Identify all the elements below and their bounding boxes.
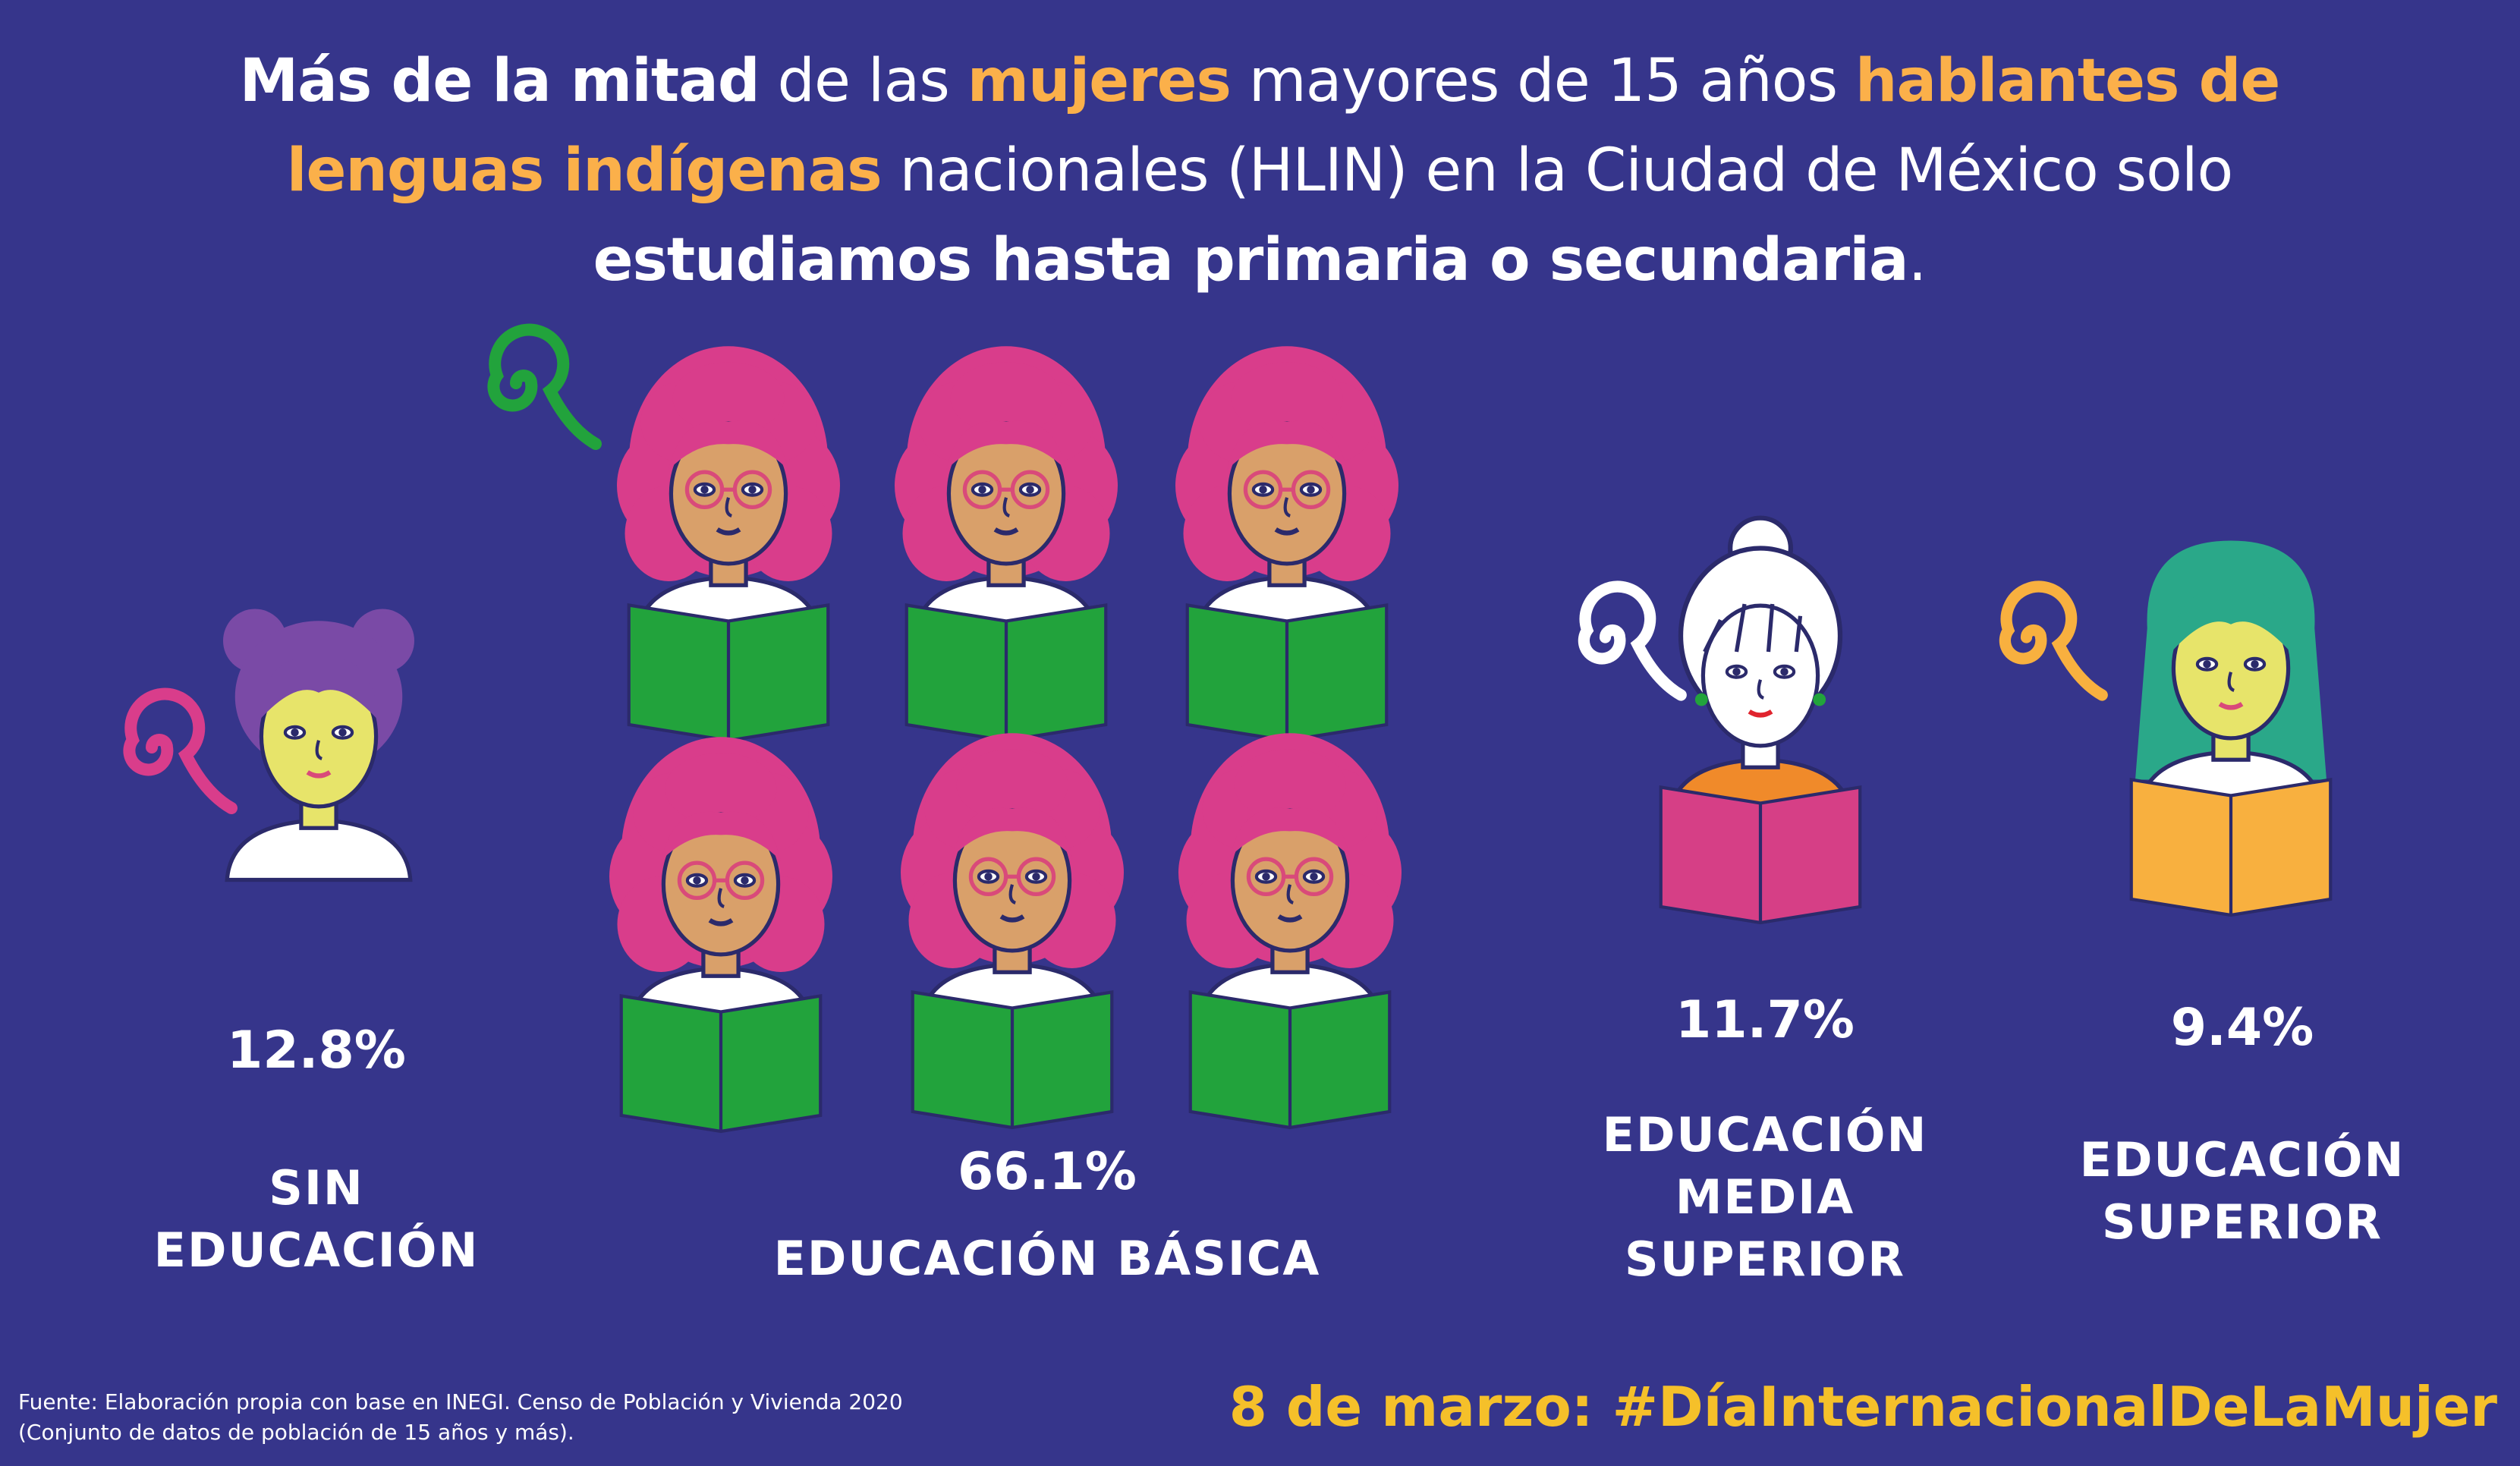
category-label-line: EDUCACIÓN xyxy=(2079,1132,2405,1188)
source-line: Fuente: Elaboración propia con base en I… xyxy=(18,1389,903,1414)
category-label-line: MEDIA xyxy=(1675,1169,1855,1225)
category-label-line: SUPERIOR xyxy=(2101,1194,2383,1250)
woman-icon xyxy=(1659,515,1862,925)
source-note: Fuente: Elaboración propia con base en I… xyxy=(18,1387,903,1448)
category-label-line: EDUCACIÓN BÁSICA xyxy=(773,1231,1321,1286)
title-highlight-2: mujeres xyxy=(967,47,1232,115)
category-label-line: EDUCACIÓN xyxy=(153,1222,480,1278)
title-text-2: mayores de 15 años xyxy=(1230,47,1855,115)
hashtag: 8 de marzo: #DíaInternacionalDeLaMujer xyxy=(1229,1375,2497,1439)
category-label-media-superior: EDUCACIÓN MEDIA SUPERIOR xyxy=(1461,1104,2069,1291)
swirl-icon xyxy=(123,687,238,814)
title-text-3: nacionales (HLIN) en la Ciudad de México… xyxy=(881,137,2233,205)
title-text-1: de las xyxy=(759,47,967,115)
category-label-line: SIN xyxy=(269,1160,364,1216)
value-label-media-superior: 11.7% xyxy=(1675,990,1855,1050)
value-label-educacion-basica: 66.1% xyxy=(958,1142,1137,1202)
woman-icon xyxy=(1178,733,1402,1130)
value-label-sin-educacion: 12.8% xyxy=(227,1021,406,1081)
woman-icon xyxy=(1175,346,1398,743)
swirl-icon xyxy=(487,323,602,450)
value-label-superior: 9.4% xyxy=(2170,998,2314,1058)
woman-icon xyxy=(895,346,1118,743)
category-label-sin-educacion: SIN EDUCACIÓN xyxy=(89,1157,544,1282)
category-label-line: SUPERIOR xyxy=(1624,1232,1906,1287)
title-highlight-4: estudiamos hasta primaria o secundaria xyxy=(593,226,1909,294)
category-label-line: EDUCACIÓN xyxy=(1602,1107,1928,1162)
woman-icon xyxy=(617,346,840,743)
woman-icon xyxy=(901,733,1124,1130)
category-label-superior: EDUCACIÓN SUPERIOR xyxy=(1939,1129,2520,1254)
category-label-educacion-basica: EDUCACIÓN BÁSICA xyxy=(668,1228,1427,1290)
woman-icon xyxy=(609,737,832,1134)
swirl-icon xyxy=(1999,580,2108,701)
source-line: (Conjunto de datos de población de 15 añ… xyxy=(18,1420,574,1445)
title-highlight-3: hablantes de lenguas indígenas xyxy=(286,47,2281,205)
title-highlight-1: Más de la mitad xyxy=(239,47,760,115)
swirl-icon xyxy=(1578,580,1687,701)
woman-icon xyxy=(223,609,414,882)
page-title: Más de la mitad de las mujeres mayores d… xyxy=(121,36,2398,305)
title-period: . xyxy=(1908,226,1927,294)
woman-icon xyxy=(2129,540,2333,917)
